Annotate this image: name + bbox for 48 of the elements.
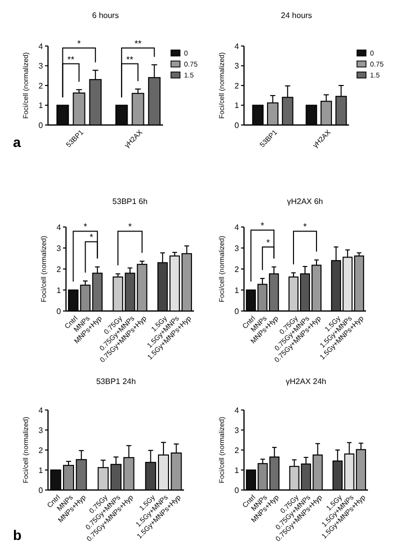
annotation: * xyxy=(266,237,270,248)
y-tick-label: 3 xyxy=(234,244,240,253)
y-tick-label: 2 xyxy=(38,446,44,455)
y-tick-label: 1 xyxy=(56,286,62,295)
y-tick-label: 2 xyxy=(38,81,44,90)
y-tick-label: 3 xyxy=(234,426,240,435)
y-tick-label: 4 xyxy=(234,222,240,232)
chart-title: 6 hours xyxy=(92,11,119,20)
y-tick-label: 2 xyxy=(234,446,240,455)
annotation: * xyxy=(90,232,94,242)
y-tick-label: 4 xyxy=(38,406,44,415)
chart-title: 53BP1 24h xyxy=(96,377,136,386)
y-tick-label: 0 xyxy=(234,306,240,316)
chart-title: γH2AX 6h xyxy=(286,197,324,206)
y-tick-label: 1 xyxy=(234,101,240,110)
annotation: * xyxy=(77,38,82,48)
y-tick-label: 2 xyxy=(234,264,240,274)
y-tick-label: 4 xyxy=(234,42,240,51)
annotation: * xyxy=(260,220,265,231)
annotation: * xyxy=(84,222,88,232)
annotation: ** xyxy=(67,54,75,64)
annotation: ** xyxy=(126,54,134,64)
y-tick-label: 2 xyxy=(234,81,240,90)
y-tick-label: 3 xyxy=(56,244,62,253)
annotation: * xyxy=(128,222,132,232)
y-tick-label: 4 xyxy=(234,406,240,415)
y-tick-label: 0 xyxy=(38,486,44,495)
y-tick-label: 0 xyxy=(234,120,240,130)
y-tick-label: 1 xyxy=(234,466,240,475)
y-tick-label: 3 xyxy=(38,426,44,435)
y-tick-label: 1 xyxy=(38,466,44,475)
y-tick-label: 4 xyxy=(56,222,62,232)
text: a xyxy=(13,134,21,150)
y-tick-label: 3 xyxy=(38,62,44,71)
text: b xyxy=(13,527,22,543)
y-tick-label: 0 xyxy=(234,486,240,495)
annotation: * xyxy=(303,222,308,232)
y-tick-label: 0 xyxy=(38,120,44,130)
y-tick-label: 4 xyxy=(38,42,44,51)
y-tick-label: 1 xyxy=(38,101,44,110)
y-tick-label: 1 xyxy=(234,286,240,295)
chart-title: 53BP1 6h xyxy=(112,197,148,206)
y-tick-label: 2 xyxy=(56,264,62,274)
y-tick-label: 0 xyxy=(56,306,62,316)
chart-title: γH2AX 24h xyxy=(286,377,326,386)
chart-title: 24 hours xyxy=(280,11,312,20)
y-tick-label: 3 xyxy=(234,62,240,71)
annotation: ** xyxy=(134,38,142,48)
